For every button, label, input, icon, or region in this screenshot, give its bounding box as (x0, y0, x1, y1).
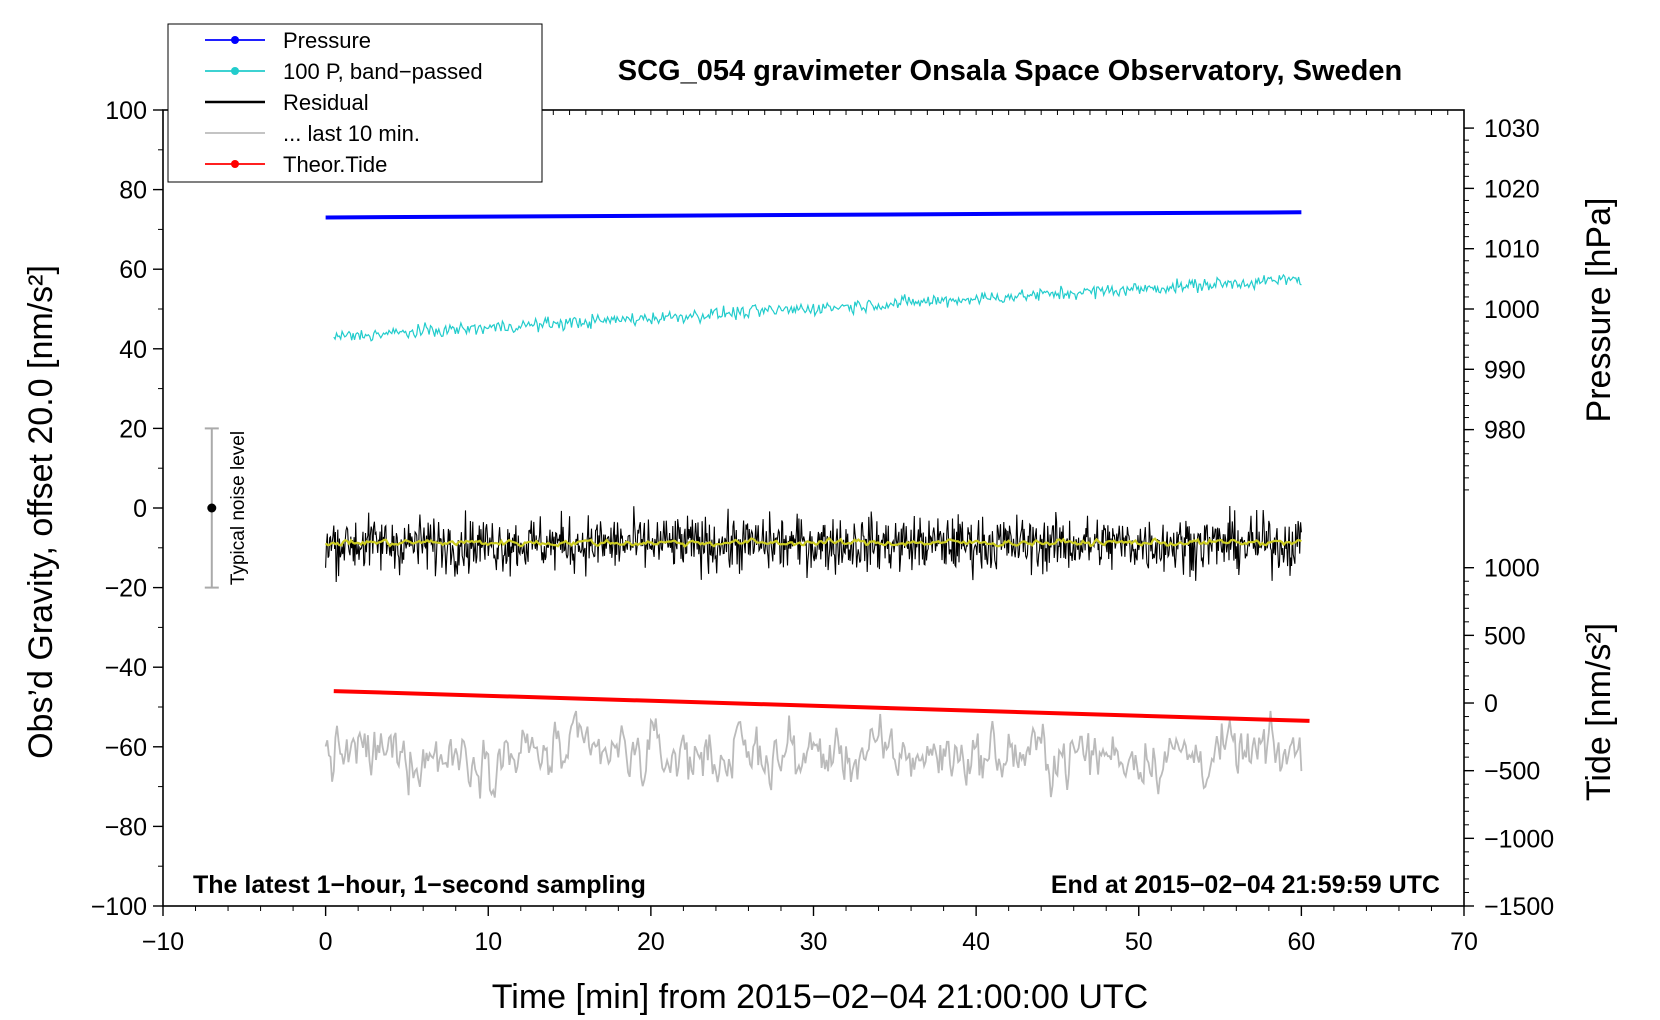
x-tick-label: 10 (474, 928, 502, 956)
legend-label: Residual (283, 90, 369, 115)
series-residual (325, 505, 1302, 583)
noise-level-indicator: Typical noise level (204, 427, 249, 589)
y-tick-label: 20 (119, 415, 147, 443)
series-last-10-min (324, 710, 1303, 799)
y-tick-label: 0 (133, 495, 147, 523)
tide-tick-label: −500 (1484, 758, 1540, 786)
legend-marker (231, 67, 239, 75)
y-tick-label: 80 (119, 177, 147, 205)
noise-bar-label: Typical noise level (228, 431, 249, 585)
series-smoothed-residual (324, 536, 1302, 548)
legend-label: 100 P, band−passed (283, 59, 483, 84)
x-tick-label: 60 (1287, 928, 1315, 956)
x-axis-label: Time [min] from 2015−02−04 21:00:00 UTC (492, 978, 1148, 1016)
pressure-tick-label: 1030 (1484, 115, 1540, 143)
legend-label: Theor.Tide (283, 152, 387, 177)
annotation-end-time: End at 2015−02−04 21:59:59 UTC (1051, 871, 1440, 899)
legend-label: Pressure (283, 28, 371, 53)
y-axis-label-tide: Tide [nm/s²] (1580, 623, 1618, 801)
y-tick-label: −80 (105, 813, 147, 841)
pressure-tick-label: 1020 (1484, 175, 1540, 203)
y-tick-label: −100 (91, 893, 147, 921)
tide-tick-label: 0 (1484, 690, 1498, 718)
y-tick-label: 40 (119, 336, 147, 364)
y-tick-label: 100 (105, 97, 147, 125)
y-tick-label: −40 (105, 654, 147, 682)
legend-marker (231, 36, 239, 44)
tide-tick-label: 500 (1484, 622, 1526, 650)
series-theor-tide (333, 689, 1310, 723)
x-tick-label: 70 (1450, 928, 1478, 956)
x-tick-label: −10 (142, 928, 184, 956)
y-axis-label-pressure: Pressure [hPa] (1580, 198, 1618, 423)
series-layer (324, 210, 1310, 799)
annotation-sampling: The latest 1−hour, 1−second sampling (193, 871, 646, 899)
y-tick-label: 60 (119, 256, 147, 284)
chart-title: SCG_054 gravimeter Onsala Space Observat… (618, 55, 1402, 87)
tide-tick-label: 1000 (1484, 555, 1540, 583)
pressure-tick-label: 1000 (1484, 296, 1540, 324)
y-tick-label: −60 (105, 734, 147, 762)
series-pressure (325, 210, 1302, 220)
legend: Pressure 100 P, band−passed Residual ... la… (167, 23, 543, 183)
plot-frame (162, 109, 1465, 907)
pressure-tick-label: 1010 (1484, 236, 1540, 264)
series-band-passed (333, 273, 1302, 342)
axes: −10 0 10 20 30 40 50 60 70100806040200−20−40−60−… (91, 97, 1555, 956)
x-tick-label: 20 (637, 928, 665, 956)
plot-area (162, 109, 1465, 907)
legend-label: ... last 10 min. (283, 121, 420, 146)
legend-marker (231, 160, 239, 168)
pressure-tick-label: 980 (1484, 417, 1526, 445)
x-tick-label: 0 (319, 928, 333, 956)
x-tick-label: 40 (962, 928, 990, 956)
x-tick-label: 50 (1125, 928, 1153, 956)
y-tick-label: −20 (105, 575, 147, 603)
noise-bar-center (207, 503, 217, 513)
y-axis-label-gravity: Obs’d Gravity, offset 20.0 [nm/s²] (22, 265, 60, 759)
tide-tick-label: −1500 (1484, 893, 1554, 921)
tide-tick-label: −1000 (1484, 825, 1554, 853)
x-tick-label: 30 (800, 928, 828, 956)
pressure-tick-label: 990 (1484, 356, 1526, 384)
